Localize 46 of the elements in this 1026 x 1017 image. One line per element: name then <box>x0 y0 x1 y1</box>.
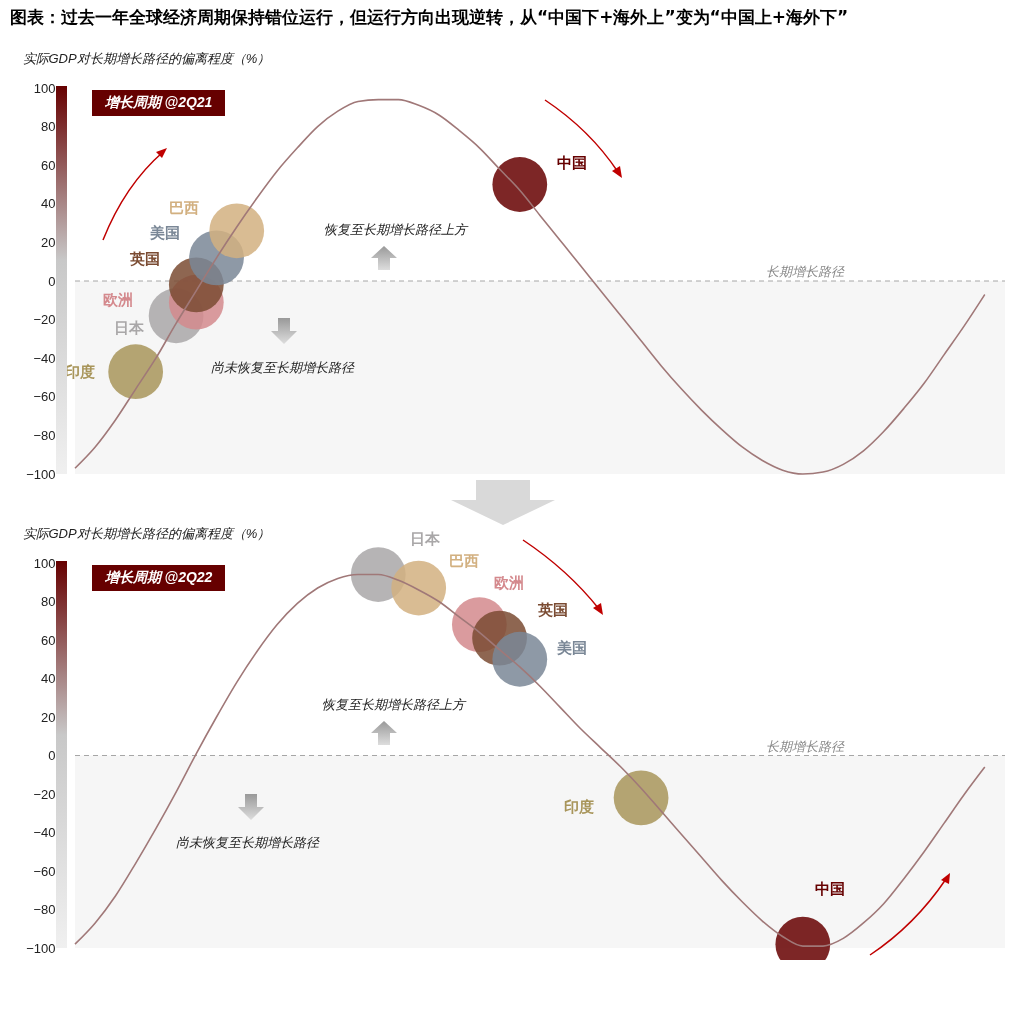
annotation: 恢复至长期增长路径上方 <box>323 222 469 237</box>
y-tick-label: −40 <box>33 350 56 366</box>
y-tick-label: −40 <box>33 825 56 840</box>
y-tick-label: −100 <box>26 940 56 956</box>
y-tick-label: 60 <box>41 157 56 173</box>
y-tick-label: 0 <box>48 748 56 763</box>
y-tick-label: −80 <box>33 902 56 917</box>
series-label: 中国 <box>556 153 587 171</box>
y-tick-label: −60 <box>33 863 56 879</box>
series-label: 欧洲 <box>494 573 525 591</box>
series-label: 美国 <box>148 223 180 241</box>
annotation: 尚未恢复至长期增长路径 <box>210 360 355 375</box>
series-label: 巴西 <box>168 198 199 216</box>
series-label: 美国 <box>555 639 587 657</box>
y-tick-label: 20 <box>41 234 56 250</box>
y-tick-label: −20 <box>33 312 56 328</box>
y-tick-label: 100 <box>33 80 56 96</box>
y-tick-label: 60 <box>41 632 56 648</box>
y-tick-label: −100 <box>26 466 56 482</box>
ref-line-label: 长期增长路径 <box>766 264 845 279</box>
series-label: 印度 <box>564 797 595 815</box>
series-label: 英国 <box>536 601 568 619</box>
series-label: 中国 <box>814 880 845 898</box>
series-label: 英国 <box>129 249 161 267</box>
y-tick-label: −60 <box>33 389 56 405</box>
y-tick-label: 40 <box>41 671 56 686</box>
series-label: 巴西 <box>448 552 479 570</box>
text: 欧洲 <box>103 291 134 309</box>
annotation: 尚未恢复至长期增长路径 <box>175 835 320 850</box>
chart-subtitle: 增长周期 @2Q22 <box>103 569 213 585</box>
y-axis-title: 实际GDP对长期增长路径的偏离程度（%） <box>22 50 271 66</box>
y-tick-label: 100 <box>33 555 56 571</box>
y-tick-label: 20 <box>41 709 56 725</box>
y-tick-label: −20 <box>33 786 56 802</box>
chart-subtitle: 增长周期 @2Q21 <box>103 94 213 110</box>
y-axis-title: 实际GDP对长期增长路径的偏离程度（%） <box>22 525 271 541</box>
annotation: 恢复至长期增长路径上方 <box>321 697 467 712</box>
series-label: 日本 <box>410 529 442 547</box>
y-tick-label: 40 <box>41 196 56 212</box>
series-label: 日本 <box>114 318 146 336</box>
y-tick-label: 0 <box>48 273 56 289</box>
y-tick-label: −80 <box>33 427 56 443</box>
chart-title: 图表：过去一年全球经济周期保持错位运行，但运行方向出现逆转，从“中国下+海外上”变为“中国上+海外下” <box>10 6 849 29</box>
ref-line-label: 长期增长路径 <box>766 738 845 754</box>
y-tick-label: 80 <box>41 119 56 135</box>
y-tick-label: 80 <box>41 594 56 609</box>
